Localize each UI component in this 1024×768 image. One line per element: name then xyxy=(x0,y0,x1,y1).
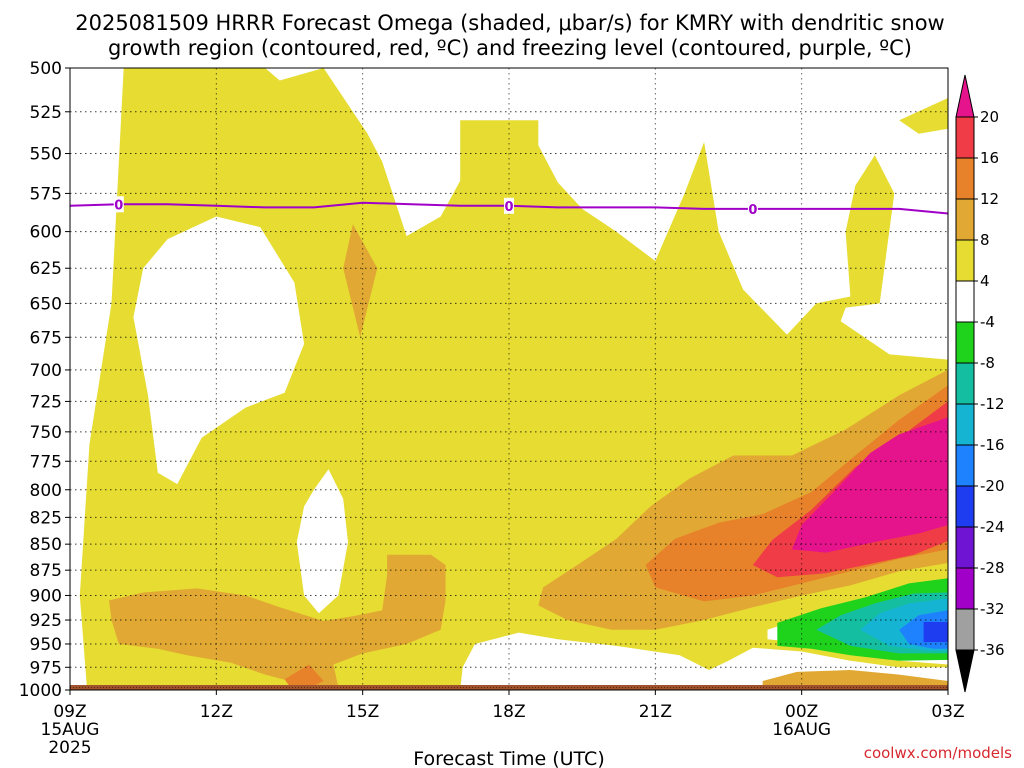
colorbar-label: 20 xyxy=(980,108,999,126)
colorbar-label: -4 xyxy=(980,313,995,331)
region-magenta-right xyxy=(791,417,948,553)
x-tick-date: 15AUG xyxy=(41,720,100,740)
colorbar-bin xyxy=(955,321,975,364)
colorbar-label: 4 xyxy=(980,272,990,290)
freezing-level-label: 0 xyxy=(504,200,513,215)
colorbar-bin xyxy=(955,567,975,610)
colorbar-label: -36 xyxy=(980,641,1005,659)
colorbar-bin xyxy=(955,198,975,241)
region-gold-sliver-mid xyxy=(343,224,378,338)
x-tick-label: 09Z xyxy=(53,702,86,722)
y-tick-label: 550 xyxy=(30,145,62,165)
y-tick-label: 500 xyxy=(30,59,62,79)
colorbar-bin xyxy=(955,444,975,487)
y-tick-label: 850 xyxy=(30,535,62,555)
y-tick-label: 675 xyxy=(30,328,62,348)
freezing-level-label: 0 xyxy=(748,203,757,218)
colorbar: 20 16 12 8 4 -4 -8 -12 -16 -20 -24 -28 -32 -36 xyxy=(955,74,1005,693)
colorbar-bin xyxy=(955,116,975,159)
colorbar-bin xyxy=(955,526,975,569)
region-darkblue-right xyxy=(923,622,948,643)
colorbar-label: -28 xyxy=(980,559,1005,577)
colorbar-bin xyxy=(955,362,975,405)
y-tick-label: 525 xyxy=(30,103,62,123)
credit-text: coolwx.com/models xyxy=(864,744,1012,762)
freezing-level-label: 0 xyxy=(114,198,123,213)
colorbar-bin xyxy=(955,608,975,651)
freezing-level-contour: 0 0 0 xyxy=(69,196,949,218)
colorbar-label: 12 xyxy=(980,190,999,208)
colorbar-label: -16 xyxy=(980,436,1005,454)
chart-title-line2: growth region (contoured, red, ºC) and f… xyxy=(108,36,912,60)
grid-lines xyxy=(70,68,948,690)
chart-title-line1: 2025081509 HRRR Forecast Omega (shaded, … xyxy=(75,11,945,35)
y-tick-label: 825 xyxy=(30,508,62,528)
freezing-label-bg xyxy=(504,197,514,214)
y-axis-ticks: 500 525 550 575 600 625 650 675 700 725 750 775 800 8… xyxy=(19,59,70,701)
omega-shading xyxy=(70,68,948,690)
region-white-top-center xyxy=(323,68,948,360)
y-tick-label: 750 xyxy=(30,423,62,443)
colorbar-label: -32 xyxy=(980,600,1005,618)
y-tick-label: 900 xyxy=(30,586,62,606)
y-tick-label: 650 xyxy=(30,294,62,314)
y-tick-label: 875 xyxy=(30,561,62,581)
freezing-label-bg xyxy=(747,200,758,217)
region-white-oval-mid xyxy=(296,469,348,614)
y-tick-label: 800 xyxy=(30,481,62,501)
y-tick-label: 625 xyxy=(30,259,62,279)
y-tick-label: 1000 xyxy=(19,681,62,701)
colorbar-label: -24 xyxy=(980,518,1005,536)
x-tick-date: 16AUG xyxy=(772,720,831,740)
region-white-oval-left xyxy=(133,216,305,485)
region-white-top-left xyxy=(70,68,124,690)
region-gold-bottom-left xyxy=(109,554,446,690)
x-tick-label: 03Z xyxy=(931,702,964,722)
y-tick-label: 575 xyxy=(30,184,62,204)
y-tick-label: 775 xyxy=(30,452,62,472)
colorbar-bin xyxy=(955,485,975,528)
y-tick-label: 725 xyxy=(30,392,62,412)
region-white-top-mid xyxy=(265,68,324,81)
colorbar-bin xyxy=(955,239,975,282)
ground-layer xyxy=(70,685,948,690)
x-tick-label: 12Z xyxy=(200,702,233,722)
y-tick-label: 950 xyxy=(30,635,62,655)
colorbar-label: -8 xyxy=(980,354,995,372)
x-tick-label: 18Z xyxy=(492,702,525,722)
y-tick-label: 975 xyxy=(30,658,62,678)
y-tick-label: 700 xyxy=(30,361,62,381)
y-tick-label: 600 xyxy=(30,223,62,243)
region-yellow-top-right-blob xyxy=(899,98,948,134)
region-orange-bottom-left xyxy=(284,664,324,689)
colorbar-bin xyxy=(955,403,975,446)
colorbar-label: 16 xyxy=(980,149,999,167)
x-tick-label: 00Z xyxy=(785,702,818,722)
colorbar-label: 8 xyxy=(980,231,990,249)
colorbar-top-arrow xyxy=(955,74,975,118)
freezing-label-bg xyxy=(113,196,124,213)
colorbar-label: -20 xyxy=(980,477,1005,495)
x-tick-label: 15Z xyxy=(346,702,379,722)
colorbar-bin xyxy=(955,280,975,323)
y-tick-label: 925 xyxy=(30,611,62,631)
colorbar-bin xyxy=(955,157,975,200)
x-tick-label: 21Z xyxy=(639,702,672,722)
colorbar-label: -12 xyxy=(980,395,1005,413)
colorbar-bottom-arrow xyxy=(955,649,975,693)
x-axis-label: Forecast Time (UTC) xyxy=(413,748,604,768)
x-tick-year: 2025 xyxy=(48,738,91,758)
